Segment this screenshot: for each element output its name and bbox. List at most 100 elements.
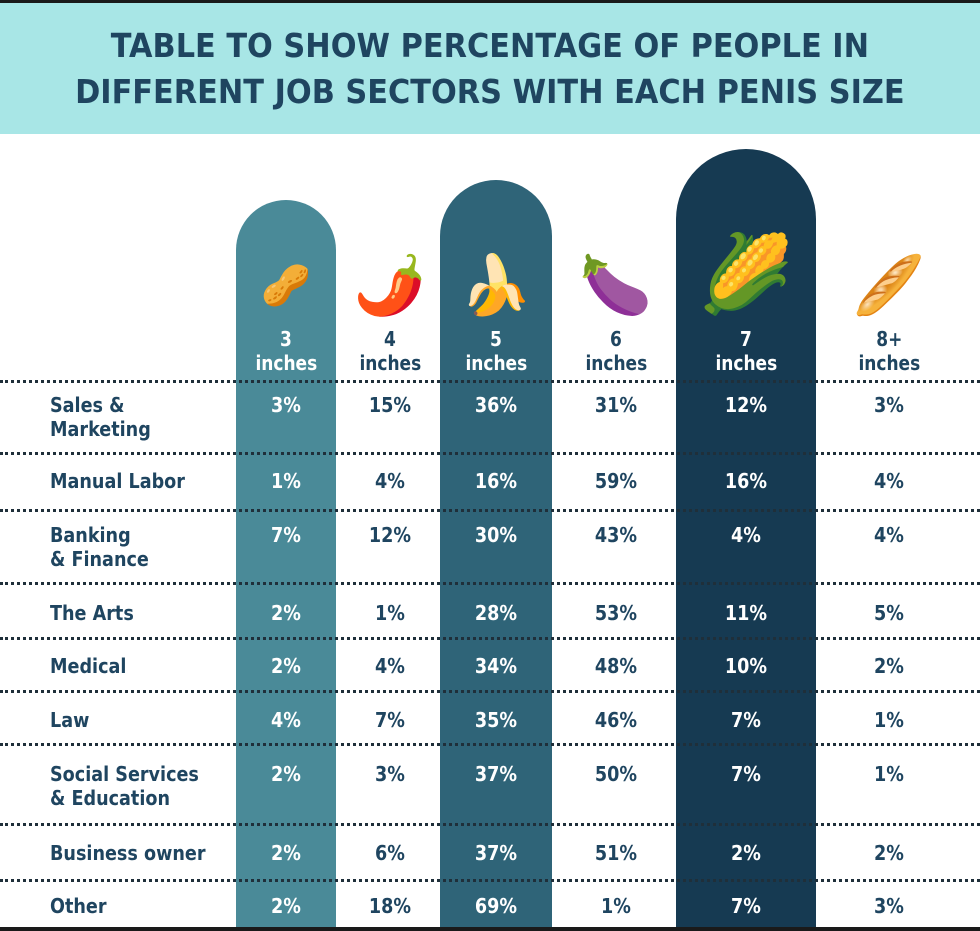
value-4in: 18% <box>368 894 412 918</box>
column-size: 3 <box>280 327 292 351</box>
title-banner: TABLE TO SHOW PERCENTAGE OF PEOPLE IN DI… <box>0 3 980 134</box>
column-size: 5 <box>490 327 502 351</box>
row-divider <box>0 380 980 383</box>
row-divider <box>0 690 980 693</box>
row-divider <box>0 637 980 640</box>
column-header-7in: 🌽 7 inches <box>676 180 816 375</box>
column-size: 4 <box>384 327 396 351</box>
column-header-3in: 🥜 3 inches <box>236 180 336 375</box>
value-4in: 15% <box>368 393 412 417</box>
column-highlight-7in <box>676 149 816 927</box>
row-label: Business owner <box>50 841 206 865</box>
value-4in: 4% <box>375 469 405 493</box>
value-7in: 2% <box>731 841 761 865</box>
value-6in: 31% <box>594 393 638 417</box>
bottom-frame-border <box>0 927 980 931</box>
chili-pepper-icon: 🌶️ <box>353 253 427 318</box>
corn-icon: 🌽 <box>698 232 794 317</box>
value-3in: 2% <box>271 601 301 625</box>
row-divider <box>0 743 980 746</box>
value-7in: 7% <box>731 708 761 732</box>
value-4in: 7% <box>375 708 405 732</box>
row-label: Social Services & Education <box>50 762 199 810</box>
value-5in: 30% <box>474 523 518 547</box>
row-label: Medical <box>50 654 127 678</box>
column-size: 7 <box>740 327 752 351</box>
value-3in: 2% <box>271 762 301 786</box>
value-3in: 2% <box>271 654 301 678</box>
column-size: 6 <box>610 327 622 351</box>
value-4in: 12% <box>368 523 412 547</box>
row-label: Banking & Finance <box>50 523 149 571</box>
value-5in: 28% <box>474 601 518 625</box>
value-3in: 4% <box>271 708 301 732</box>
row-divider <box>0 823 980 826</box>
value-8plus: 3% <box>874 894 904 918</box>
value-8plus: 5% <box>874 601 904 625</box>
value-6in: 59% <box>594 469 638 493</box>
chart-title: TABLE TO SHOW PERCENTAGE OF PEOPLE IN DI… <box>75 23 905 115</box>
column-unit: inches <box>465 351 527 375</box>
column-header-4in: 🌶️ 4 inches <box>340 180 440 375</box>
value-3in: 3% <box>271 393 301 417</box>
value-7in: 11% <box>724 601 768 625</box>
value-8plus: 3% <box>874 393 904 417</box>
value-8plus: 4% <box>874 469 904 493</box>
row-label: Other <box>50 894 107 918</box>
row-label: Manual Labor <box>50 469 185 493</box>
value-3in: 7% <box>271 523 301 547</box>
column-unit: inches <box>585 351 647 375</box>
value-7in: 12% <box>724 393 768 417</box>
value-8plus: 1% <box>874 762 904 786</box>
column-unit: inches <box>359 351 421 375</box>
value-3in: 2% <box>271 841 301 865</box>
row-divider <box>0 452 980 455</box>
column-size: 8+ <box>875 327 903 351</box>
column-header-6in: 🍆 6 inches <box>556 180 676 375</box>
value-7in: 7% <box>731 894 761 918</box>
value-3in: 1% <box>271 469 301 493</box>
column-unit: inches <box>255 351 317 375</box>
column-unit: inches <box>715 351 777 375</box>
column-header-5in: 🍌 5 inches <box>440 180 552 375</box>
column-highlight-3in <box>236 200 336 927</box>
column-header-8plus: 🥖 8+ inches <box>826 180 952 375</box>
value-5in: 16% <box>474 469 518 493</box>
column-unit: inches <box>858 351 920 375</box>
value-6in: 48% <box>594 654 638 678</box>
eggplant-icon: 🍆 <box>579 253 653 318</box>
value-3in: 2% <box>271 894 301 918</box>
row-divider <box>0 509 980 512</box>
row-label: The Arts <box>50 601 134 625</box>
value-8plus: 2% <box>874 841 904 865</box>
value-5in: 35% <box>474 708 518 732</box>
peanut-icon: 🥜 <box>261 264 311 308</box>
value-6in: 46% <box>594 708 638 732</box>
title-line-2: DIFFERENT JOB SECTORS WITH EACH PENIS SI… <box>75 71 905 111</box>
value-6in: 51% <box>594 841 638 865</box>
value-4in: 4% <box>375 654 405 678</box>
value-8plus: 2% <box>874 654 904 678</box>
value-8plus: 4% <box>874 523 904 547</box>
baguette-icon: 🥖 <box>852 253 926 318</box>
value-7in: 10% <box>724 654 768 678</box>
value-4in: 3% <box>375 762 405 786</box>
value-5in: 37% <box>474 762 518 786</box>
value-6in: 53% <box>594 601 638 625</box>
value-4in: 1% <box>375 601 405 625</box>
value-5in: 69% <box>474 894 518 918</box>
row-label: Sales & Marketing <box>50 393 151 441</box>
top-frame-border <box>0 0 980 3</box>
title-line-1: TABLE TO SHOW PERCENTAGE OF PEOPLE IN <box>110 25 870 65</box>
value-6in: 1% <box>601 894 631 918</box>
value-5in: 34% <box>474 654 518 678</box>
value-7in: 7% <box>731 762 761 786</box>
row-divider <box>0 879 980 882</box>
row-divider <box>0 582 980 585</box>
value-6in: 50% <box>594 762 638 786</box>
value-7in: 16% <box>724 469 768 493</box>
banana-icon: 🍌 <box>459 253 533 318</box>
column-highlight-5in <box>440 180 552 927</box>
value-5in: 36% <box>474 393 518 417</box>
row-label: Law <box>50 708 90 732</box>
